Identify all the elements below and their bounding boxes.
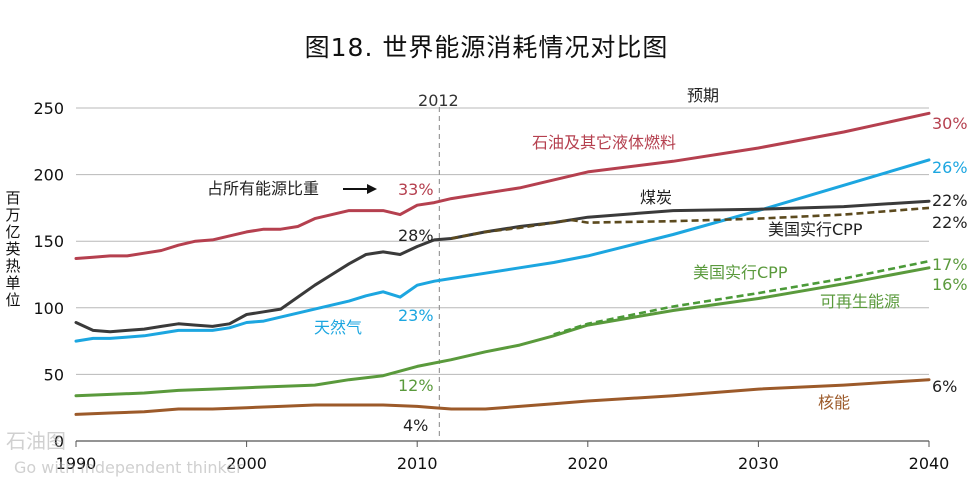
series-name-nuclear: 核能 xyxy=(818,393,850,412)
series-name-renew-cpp: 美国实行CPP xyxy=(693,263,788,282)
share-2040-nuclear: 6% xyxy=(932,377,957,396)
share-2012-gas: 23% xyxy=(398,306,434,325)
x-tick-label: 2040 xyxy=(909,454,950,473)
share-2012-renewables: 12% xyxy=(398,376,434,395)
watermark-logo: 石油图 xyxy=(6,429,66,453)
x-tick-label: 2020 xyxy=(567,454,608,473)
share-arrow-head xyxy=(367,184,377,194)
y-tick-label: 50 xyxy=(44,365,64,384)
share-2040-renewables: 16% xyxy=(932,275,968,294)
y-tick-label: 200 xyxy=(33,166,64,185)
share-2040-coal: 22% xyxy=(932,191,968,210)
divider-year-label: 2012 xyxy=(418,91,459,110)
series-name-oil: 石油及其它液体燃料 xyxy=(532,133,676,152)
series-name-coal-cpp: 美国实行CPP xyxy=(768,220,863,239)
share-2012-coal: 28% xyxy=(398,226,434,245)
share-2040-coal-cpp: 22% xyxy=(932,213,968,232)
x-tick-label: 2030 xyxy=(738,454,779,473)
share-2012-oil: 33% xyxy=(398,180,434,199)
chart-title: 图18. 世界能源消耗情况对比图 xyxy=(304,33,669,62)
x-tick-label: 1990 xyxy=(56,454,97,473)
x-tick-label: 2010 xyxy=(397,454,438,473)
watermark-slogan: Go with independent thinker xyxy=(14,458,243,477)
share-2012-nuclear: 4% xyxy=(403,416,428,435)
series-line-renewables xyxy=(74,266,931,398)
series-name-gas: 天然气 xyxy=(314,318,362,337)
series-lines xyxy=(74,111,931,416)
y-tick-label: 250 xyxy=(33,99,64,118)
share-header: 占所有能源比重 xyxy=(207,179,319,198)
y-axis-label: 百万亿英热单位 xyxy=(5,189,21,309)
forecast-label: 预期 xyxy=(687,86,719,105)
series-name-renewables: 可再生能源 xyxy=(820,292,900,311)
axes: 0 50 100 150 200 250 1990 2000 2010 2020 2030 2040 xyxy=(33,99,949,473)
share-2040-oil: 30% xyxy=(932,114,968,133)
x-tick-label: 2000 xyxy=(226,454,267,473)
gridlines xyxy=(76,107,929,375)
series-line-oil xyxy=(74,111,931,260)
y-tick-label: 100 xyxy=(33,299,64,318)
forecast-divider: 2012 预期 xyxy=(418,86,719,441)
y-tick-label: 0 xyxy=(54,432,64,451)
series-name-coal: 煤炭 xyxy=(640,188,672,207)
y-tick-label: 150 xyxy=(33,232,64,251)
share-2040-gas: 26% xyxy=(932,158,968,177)
series-line-renew_cpp xyxy=(553,259,930,336)
series-line-nuclear xyxy=(74,378,931,416)
series-line-gas xyxy=(74,158,931,343)
share-2040-renew-cpp: 17% xyxy=(932,255,968,274)
